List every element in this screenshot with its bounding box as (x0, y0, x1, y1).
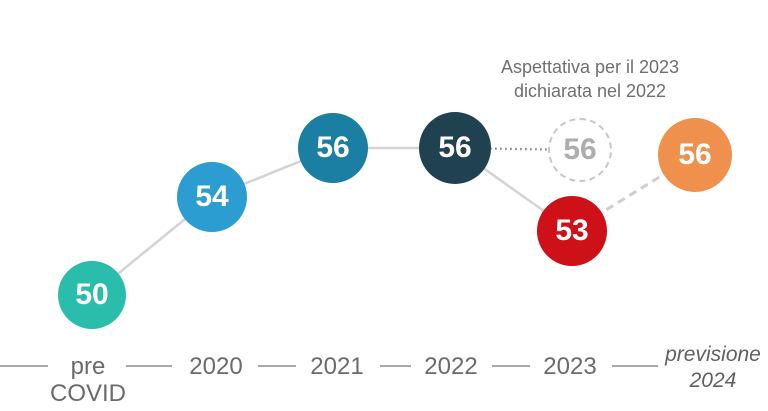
axis-label-line: COVID (49, 380, 127, 407)
axis-label-line: 2020 (189, 353, 243, 380)
axis-label-line: 2022 (424, 353, 478, 380)
axis-label-line: 2023 (543, 353, 597, 380)
axis-label-line: 2024 (689, 369, 737, 392)
data-point-2020: 54 (177, 162, 247, 232)
data-point-value: 56 (563, 133, 597, 166)
axis-label-2023: 2023 (543, 353, 596, 380)
data-point-value: 53 (555, 214, 589, 247)
data-point-value: 56 (438, 131, 472, 164)
expectation-annotation-line1: Aspettativa per il 2023 (500, 57, 680, 77)
axis-label-previsione-2024: previsione 2024 (665, 342, 761, 394)
data-point-value: 56 (316, 131, 350, 164)
axis-segment (492, 365, 530, 367)
axis-segment (612, 365, 658, 367)
axis-segment (258, 365, 296, 367)
axis-label-line: pre (70, 353, 106, 380)
data-point-value: 56 (678, 138, 712, 171)
forecast-dashed-line (571, 153, 696, 233)
axis-label-line: 2021 (310, 353, 364, 380)
expectation-annotation: Aspettativa per il 2023 dichiarata nel 2… (501, 55, 679, 103)
data-point-pre-covid: 50 (58, 261, 126, 329)
data-point-expectation-2023: 56 (548, 118, 612, 182)
axis-segment (126, 365, 172, 367)
data-point-2022: 56 (419, 112, 491, 184)
data-point-value: 54 (195, 180, 229, 213)
axis-label-2021: 2021 (310, 353, 363, 380)
axis-segment (380, 365, 411, 367)
data-point-value: 50 (75, 278, 109, 311)
axis-segment (0, 365, 48, 367)
axis-label-pre-covid: pre COVID (50, 353, 126, 407)
expectation-annotation-line2: dichiarata nel 2022 (513, 81, 667, 101)
data-point-forecast-2024: 56 (658, 118, 732, 192)
data-point-2021: 56 (298, 113, 368, 183)
axis-label-2022: 2022 (424, 353, 477, 380)
axis-label-line: previsione (665, 343, 761, 366)
axis-label-2020: 2020 (189, 353, 242, 380)
data-point-2023: 53 (537, 196, 607, 266)
